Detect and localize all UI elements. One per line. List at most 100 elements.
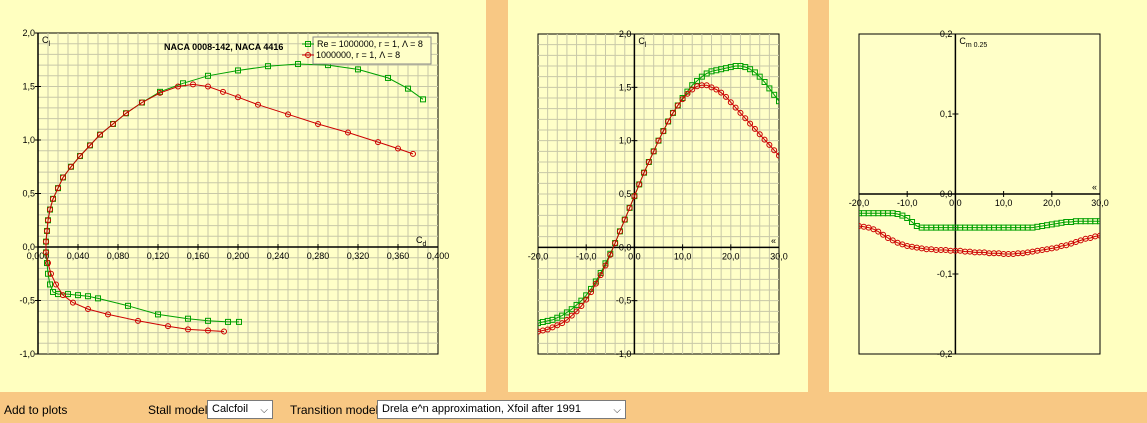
data-point <box>50 195 56 202</box>
data-point <box>674 102 681 109</box>
x-tick-label: 30,0 <box>1091 198 1109 208</box>
data-point <box>43 249 49 256</box>
stall-model-label: Stall model: <box>148 403 211 417</box>
y-tick-label: 1,5 <box>619 82 632 92</box>
data-point <box>44 227 50 234</box>
y-tick-label: 0,2 <box>940 29 953 39</box>
data-point <box>660 128 667 135</box>
data-point <box>563 309 570 316</box>
x-tick-label: 0,000 <box>27 251 50 261</box>
data-point <box>125 302 131 309</box>
data-point <box>175 83 181 90</box>
y-tick-label: -0,5 <box>616 296 632 306</box>
data-point <box>751 69 758 76</box>
y-tick-label: 0,5 <box>619 189 632 199</box>
data-point <box>70 299 76 306</box>
grid <box>38 33 438 354</box>
data-point <box>221 328 227 335</box>
data-point <box>236 318 242 325</box>
y-tick-label: -0,1 <box>937 269 953 279</box>
data-point <box>225 318 231 325</box>
data-point <box>220 88 226 95</box>
data-point <box>771 91 778 98</box>
y-tick-label: 0,0 <box>940 189 953 199</box>
data-point <box>870 226 877 233</box>
y-axis-label-sub: l <box>645 42 647 49</box>
data-point <box>573 308 580 315</box>
x-tick-label: 0,240 <box>267 251 290 261</box>
data-point <box>205 327 211 334</box>
y-tick-label: -1,0 <box>19 349 35 359</box>
x-tick-label: 0,200 <box>227 251 250 261</box>
data-point <box>703 82 710 89</box>
data-point <box>165 323 171 330</box>
data-point <box>645 159 652 165</box>
y-tick-label: 1,0 <box>22 135 35 145</box>
data-point <box>185 326 191 333</box>
data-point <box>880 231 887 238</box>
data-point <box>205 83 211 90</box>
data-point <box>621 216 628 223</box>
data-point <box>909 219 916 225</box>
data-point <box>410 150 416 157</box>
data-point <box>544 326 551 333</box>
legend-swatch-marker <box>305 41 311 47</box>
x-tick-label: 0,400 <box>427 251 450 261</box>
y-axis-label-sub: m 0.25 <box>966 42 988 49</box>
data-point <box>1097 232 1100 239</box>
stall-model-value: Calcfoil <box>212 403 249 415</box>
data-point <box>679 96 686 103</box>
data-point <box>732 104 739 111</box>
x-tick-label: -10,0 <box>897 198 918 208</box>
x-tick-label: 0,0 <box>628 251 641 261</box>
data-point <box>559 320 566 327</box>
series-line <box>859 212 1100 229</box>
data-point <box>612 240 619 247</box>
x-axis-label: Cd <box>416 235 427 248</box>
data-point <box>235 67 241 74</box>
data-point <box>761 79 768 85</box>
stall-model-select[interactable]: Calcfoil ⌵ <box>207 400 273 419</box>
data-point <box>602 262 609 269</box>
data-point <box>55 185 61 192</box>
x-tick-label: 0,040 <box>67 251 90 261</box>
chevron-down-icon: ⌵ <box>260 405 268 416</box>
data-point <box>255 101 261 108</box>
add-to-plots-link[interactable]: Add to plots <box>4 403 68 417</box>
data-point <box>737 109 744 116</box>
data-point <box>684 90 691 97</box>
x-tick-label: 0,280 <box>307 251 330 261</box>
transition-model-select[interactable]: Drela e^n approximation, Xfoil after 199… <box>377 400 626 419</box>
chevron-down-icon: ⌵ <box>613 405 621 416</box>
data-point <box>554 322 561 329</box>
series-line <box>859 225 1100 255</box>
data-point <box>776 98 779 105</box>
x-tick-label: 20,0 <box>1043 198 1061 208</box>
data-point <box>665 118 672 125</box>
data-point <box>375 139 381 146</box>
data-point <box>205 317 211 324</box>
x-tick-label: 30,0 <box>770 251 788 261</box>
data-point <box>50 288 56 295</box>
data-point <box>889 237 896 244</box>
y-tick-label: -1,0 <box>616 349 632 359</box>
x-tick-label: 0,0 <box>949 198 962 208</box>
data-point <box>395 145 401 152</box>
series-line <box>45 83 414 332</box>
data-point <box>761 136 768 143</box>
data-point <box>205 72 211 79</box>
x-tick-label: -20,0 <box>528 251 549 261</box>
data-point <box>568 312 575 319</box>
data-point <box>1097 218 1100 225</box>
series-group <box>538 63 779 335</box>
x-tick-label: 20,0 <box>722 251 740 261</box>
series-group <box>859 210 1100 257</box>
x-tick-label: 10,0 <box>995 198 1013 208</box>
data-point <box>235 94 241 101</box>
data-point <box>718 89 725 96</box>
x-tick-label: 10,0 <box>674 251 692 261</box>
data-point <box>636 181 643 188</box>
y-tick-label: 2,0 <box>22 28 35 38</box>
data-point <box>771 147 778 154</box>
data-point <box>756 73 763 80</box>
